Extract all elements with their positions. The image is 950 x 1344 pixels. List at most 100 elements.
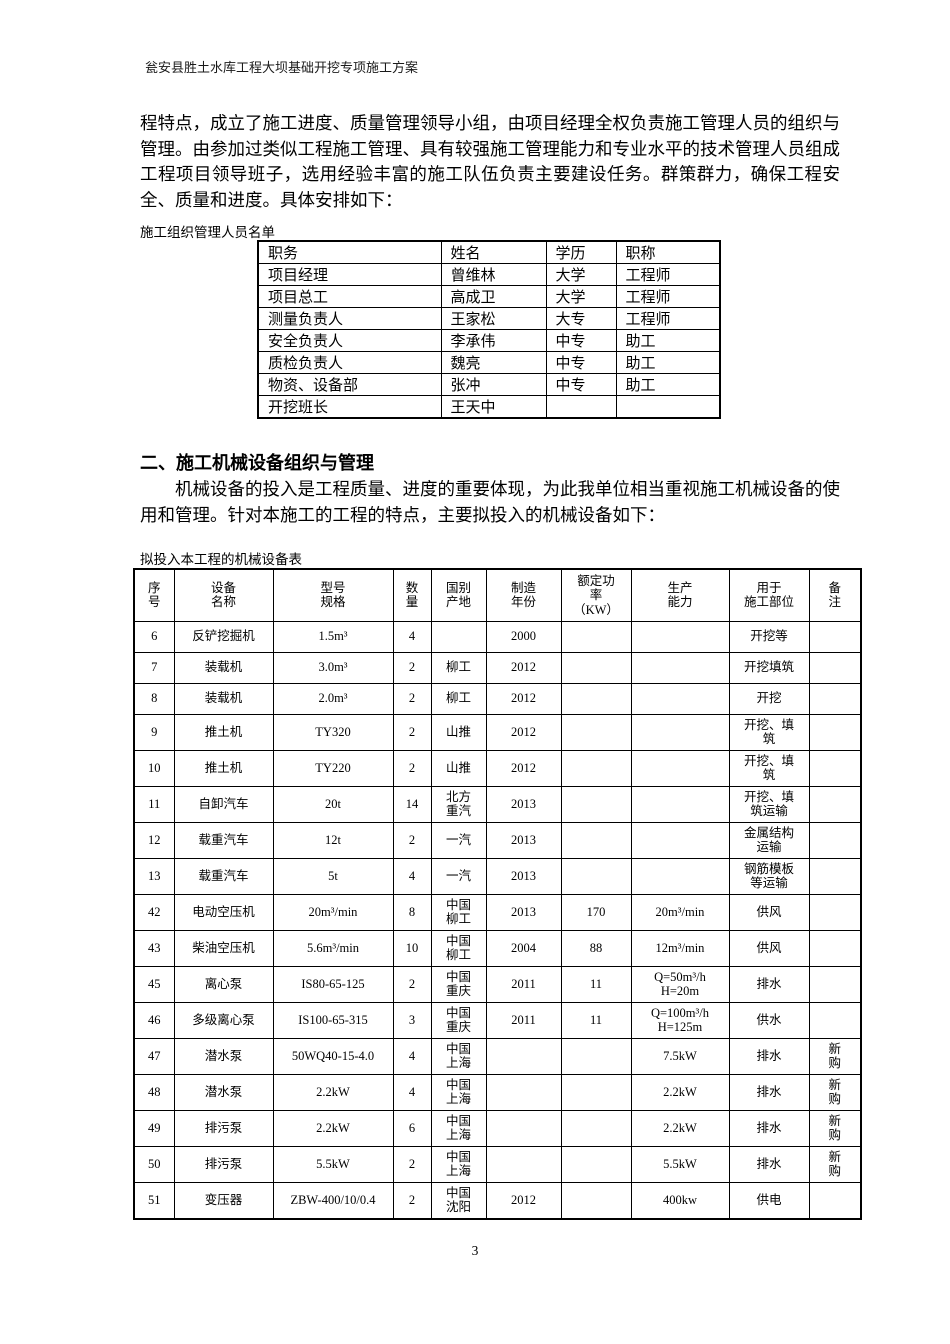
personnel-table-head: 职务 姓名 学历 职称 — [257, 240, 721, 264]
table-cell: 20t — [272, 785, 394, 823]
table-cell — [630, 821, 730, 859]
table-cell: 中国 重庆 — [430, 965, 487, 1003]
table-cell: 170 — [560, 893, 632, 931]
personnel-table-body: 项目经理 曾维林 大学 工程师 项目总工 高成卫 大学 工程师 测量负责人 王家松 大专 工程师 安全负… — [257, 263, 721, 419]
table-cell — [560, 857, 632, 895]
table-cell: 4 — [392, 620, 432, 653]
table-row: 47 潜水泵 50WQ40-15-4.0 4 中国 上海 7.5kW 排水新 购 — [133, 1037, 862, 1075]
section1-paragraph: 程特点，成立了施工进度、质量管理领导小组，由项目经理全权负责施工管理人员的组织与… — [140, 113, 840, 210]
table-cell: 助工 — [615, 351, 721, 374]
table-cell: 中国 沈阳 — [430, 1181, 487, 1219]
table-cell: Q=100m³/h H=125m — [630, 1001, 730, 1039]
table-cell: 大学 — [545, 285, 617, 308]
table-cell: 潜水泵 — [173, 1037, 274, 1075]
table-cell: 供水 — [728, 1001, 810, 1039]
table-cell: 1.5m³ — [272, 620, 394, 653]
table-cell: 项目经理 — [257, 263, 442, 286]
table-cell: 助工 — [615, 329, 721, 352]
table-cell: 工程师 — [615, 285, 721, 308]
table-row: 42 电动空压机 20m³/min 8 中国 柳工 2013 170 20m³/min 供风 — [133, 893, 862, 931]
table-cell — [560, 821, 632, 859]
table-cell: 11 — [560, 965, 632, 1003]
table-row: 测量负责人 王家松 大专 工程师 — [257, 307, 721, 330]
table-row: 6 反铲挖掘机 1.5m³ 4 2000 开挖等 — [133, 620, 862, 653]
doc-header-title: 瓮安县胜土水库工程大坝基础开挖专项施工方案 — [145, 60, 419, 75]
table-cell: 2013 — [485, 821, 562, 859]
table-cell: 王家松 — [440, 307, 547, 330]
table-cell: 离心泵 — [173, 965, 274, 1003]
table-cell — [630, 620, 730, 653]
column-header: 制造 年份 — [485, 568, 562, 622]
table-cell: 开挖班长 — [257, 395, 442, 419]
table-cell: 供风 — [728, 929, 810, 967]
table-cell: 12m³/min — [630, 929, 730, 967]
table-cell: 中专 — [545, 351, 617, 374]
table-cell: 50WQ40-15-4.0 — [272, 1037, 394, 1075]
table-cell: 工程师 — [615, 307, 721, 330]
table-cell — [808, 749, 862, 787]
table-cell: 安全负责人 — [257, 329, 442, 352]
table-cell: 7.5kW — [630, 1037, 730, 1075]
table-cell: 51 — [133, 1181, 175, 1219]
table-row: 安全负责人 李承伟 中专 助工 — [257, 329, 721, 352]
personnel-table-caption: 施工组织管理人员名单 — [140, 225, 275, 240]
table-cell — [808, 620, 862, 653]
column-header: 姓名 — [440, 240, 547, 264]
table-cell: 供风 — [728, 893, 810, 931]
table-cell: 3.0m³ — [272, 651, 394, 684]
table-cell — [560, 1109, 632, 1147]
table-cell: 8 — [133, 682, 175, 715]
table-cell — [560, 1181, 632, 1219]
table-row: 13 载重汽车 5t 4 一汽 2013 钢筋模板 等运输 — [133, 857, 862, 895]
column-header: 学历 — [545, 240, 617, 264]
table-row: 51 变压器 ZBW-400/10/0.4 2 中国 沈阳 2012 400kw 供电 — [133, 1181, 862, 1219]
table-cell: TY220 — [272, 749, 394, 787]
table-row: 物资、设备部 张冲 中专 助工 — [257, 373, 721, 396]
table-row: 开挖班长 王天中 — [257, 395, 721, 419]
table-cell: 14 — [392, 785, 432, 823]
table-cell: 13 — [133, 857, 175, 895]
table-cell: 曾维林 — [440, 263, 547, 286]
table-cell: 大学 — [545, 263, 617, 286]
table-cell: 6 — [392, 1109, 432, 1147]
table-cell — [485, 1145, 562, 1183]
table-cell: 5t — [272, 857, 394, 895]
table-row: 9 推土机 TY320 2 山推 2012 开挖、填 筑 — [133, 713, 862, 751]
table-cell — [630, 749, 730, 787]
table-cell: 中国 柳工 — [430, 893, 487, 931]
table-cell: 开挖填筑 — [728, 651, 810, 684]
table-cell — [808, 1181, 862, 1219]
table-cell: 柳工 — [430, 682, 487, 715]
table-cell: 10 — [133, 749, 175, 787]
table-cell: 2 — [392, 1145, 432, 1183]
table-cell: 中国 上海 — [430, 1037, 487, 1075]
column-header: 型号 规格 — [272, 568, 394, 622]
column-header: 序 号 — [133, 568, 175, 622]
table-cell: 48 — [133, 1073, 175, 1111]
column-header: 额定功 率 （KW） — [560, 568, 632, 622]
table-row: 项目总工 高成卫 大学 工程师 — [257, 285, 721, 308]
table-cell: 5.5kW — [272, 1145, 394, 1183]
table-cell: 12t — [272, 821, 394, 859]
table-cell: 6 — [133, 620, 175, 653]
page-number: 3 — [471, 1243, 479, 1258]
table-cell — [808, 785, 862, 823]
table-cell: 2 — [392, 965, 432, 1003]
table-cell: 20m³/min — [630, 893, 730, 931]
table-cell: 2013 — [485, 893, 562, 931]
table-cell — [808, 965, 862, 1003]
table-cell: 50 — [133, 1145, 175, 1183]
table-cell: 中专 — [545, 373, 617, 396]
table-cell: 新 购 — [808, 1037, 862, 1075]
table-cell: 推土机 — [173, 713, 274, 751]
table-cell: 项目总工 — [257, 285, 442, 308]
table-cell: 2004 — [485, 929, 562, 967]
table-cell: 测量负责人 — [257, 307, 442, 330]
table-cell — [808, 893, 862, 931]
table-cell: IS80-65-125 — [272, 965, 394, 1003]
table-cell — [560, 749, 632, 787]
equipment-table-caption: 拟投入本工程的机械设备表 — [140, 552, 302, 567]
table-cell — [485, 1073, 562, 1111]
table-cell: Q=50m³/h H=20m — [630, 965, 730, 1003]
equipment-table-head: 序 号设备 名称 型号 规格数 量国别 产地 制造 年份 额定功 率 （KW） 生产 能… — [133, 568, 862, 622]
